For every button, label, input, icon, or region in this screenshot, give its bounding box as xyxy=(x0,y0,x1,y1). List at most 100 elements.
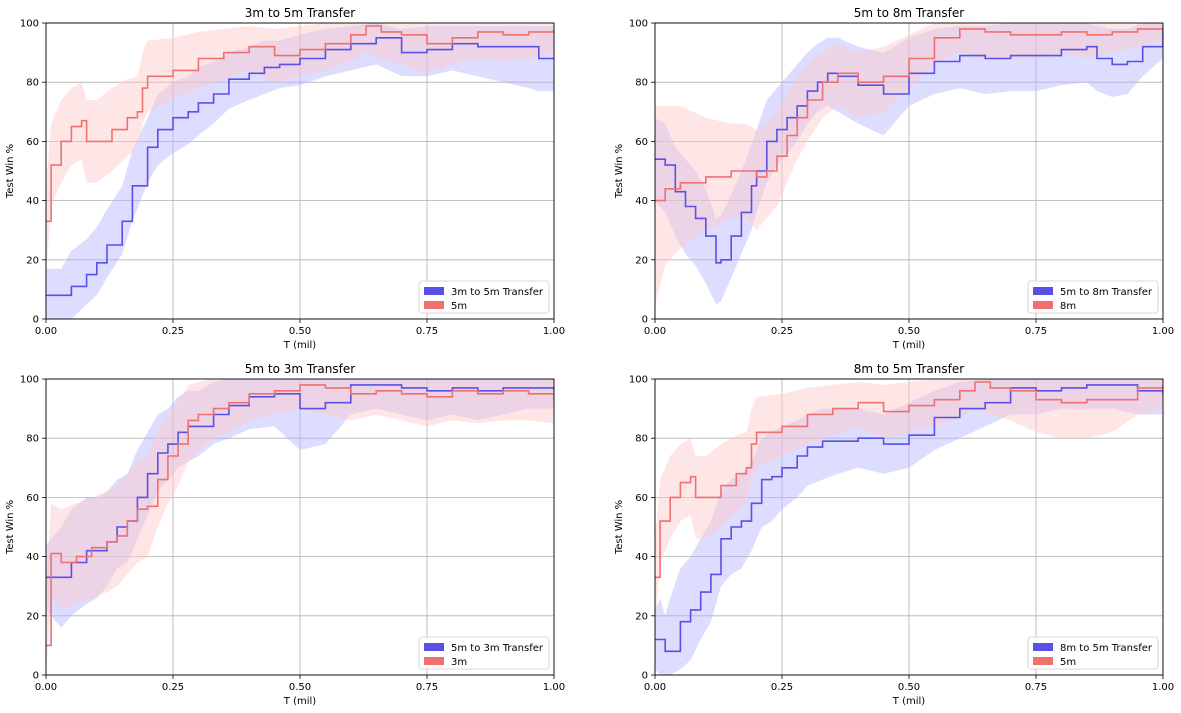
y-tick-label: 80 xyxy=(635,78,648,89)
y-tick-label: 0 xyxy=(642,315,648,326)
legend-box xyxy=(1027,636,1159,670)
legend-swatch xyxy=(424,301,444,309)
x-tick-label: 0.00 xyxy=(644,326,666,337)
x-axis-label: T (mil) xyxy=(892,340,925,351)
legend-box xyxy=(418,636,550,670)
legend-swatch xyxy=(1033,657,1053,665)
legend-label: 5m xyxy=(1060,657,1076,668)
x-tick-label: 0.00 xyxy=(644,682,666,693)
y-tick-label: 20 xyxy=(635,611,648,622)
legend-box xyxy=(1027,280,1159,314)
legend-label: 3m to 5m Transfer xyxy=(451,287,544,298)
legend: 5m to 3m Transfer 3m xyxy=(418,636,550,670)
y-tick-label: 100 xyxy=(20,19,39,30)
series-line-2 xyxy=(46,384,554,647)
confidence-band-1 xyxy=(655,379,1163,675)
x-tick-label: 1.00 xyxy=(543,682,565,693)
plot-content xyxy=(46,379,554,675)
plot-content xyxy=(655,23,1163,305)
chart-panel-2: 0.00 0.25 0.50 0.75 1.00 0 20 40 60 80 100 5m to 8m… xyxy=(614,6,1174,351)
confidence-band-1 xyxy=(655,23,1163,305)
confidence-band-2 xyxy=(46,379,554,675)
series-line-2 xyxy=(46,25,554,223)
x-tick-label: 0.75 xyxy=(416,682,438,693)
legend-label: 3m xyxy=(451,657,467,668)
x-tick-label: 0.00 xyxy=(35,326,57,337)
x-tick-label: 0.25 xyxy=(162,326,184,337)
y-tick-label: 100 xyxy=(629,375,648,386)
confidence-band-1 xyxy=(46,23,554,319)
y-tick-label: 60 xyxy=(635,137,648,148)
y-tick-label: 0 xyxy=(33,315,39,326)
x-tick-label: 0.00 xyxy=(35,682,57,693)
x-tick-label: 0.50 xyxy=(898,682,920,693)
legend-label: 8m xyxy=(1060,301,1076,312)
x-tick-label: 0.75 xyxy=(1025,682,1047,693)
chart-title: 8m to 5m Transfer xyxy=(854,362,964,376)
x-tick-label: 0.25 xyxy=(771,682,793,693)
legend-label: 5m to 8m Transfer xyxy=(1060,287,1153,298)
legend: 3m to 5m Transfer 5m xyxy=(418,280,550,314)
series-line-1 xyxy=(655,384,1163,653)
y-axis-label: Test Win % xyxy=(5,500,16,555)
y-axis-label: Test Win % xyxy=(614,144,625,199)
x-tick-label: 1.00 xyxy=(1152,326,1174,337)
y-tick-label: 80 xyxy=(26,78,39,89)
legend-label: 8m to 5m Transfer xyxy=(1060,643,1153,654)
confidence-band-2 xyxy=(655,379,1163,631)
plot-content xyxy=(46,23,554,319)
legend-swatch xyxy=(1033,301,1053,309)
plot-content xyxy=(655,379,1163,675)
x-tick-label: 1.00 xyxy=(1152,682,1174,693)
x-axis-label: T (mil) xyxy=(892,696,925,707)
x-axis-label: T (mil) xyxy=(283,340,316,351)
legend-swatch xyxy=(1033,643,1053,651)
y-tick-label: 40 xyxy=(26,196,39,207)
x-tick-label: 0.75 xyxy=(1025,326,1047,337)
y-tick-label: 20 xyxy=(635,255,648,266)
y-tick-label: 100 xyxy=(20,375,39,386)
x-axis-label: T (mil) xyxy=(283,696,316,707)
y-tick-label: 100 xyxy=(629,19,648,30)
chart-panel-1: 0.00 0.25 0.50 0.75 1.00 0 20 40 60 80 100 3m to 5m… xyxy=(5,6,565,351)
legend-label: 5m xyxy=(451,301,467,312)
y-tick-label: 60 xyxy=(635,493,648,504)
y-tick-label: 40 xyxy=(635,196,648,207)
y-tick-label: 80 xyxy=(26,434,39,445)
series-line-1 xyxy=(46,37,554,297)
y-tick-label: 60 xyxy=(26,493,39,504)
legend-swatch xyxy=(424,643,444,651)
x-tick-label: 0.25 xyxy=(162,682,184,693)
x-tick-label: 0.25 xyxy=(771,326,793,337)
y-tick-label: 20 xyxy=(26,255,39,266)
x-tick-label: 0.75 xyxy=(416,326,438,337)
chart-title: 3m to 5m Transfer xyxy=(245,6,355,20)
series-line-1 xyxy=(655,28,1163,264)
legend-swatch xyxy=(1033,287,1053,295)
series-line-2 xyxy=(655,26,1163,202)
legend: 8m to 5m Transfer 5m xyxy=(1027,636,1159,670)
y-tick-label: 40 xyxy=(635,552,648,563)
y-axis-label: Test Win % xyxy=(5,144,16,199)
y-tick-label: 60 xyxy=(26,137,39,148)
chart-panel-4: 0.00 0.25 0.50 0.75 1.00 0 20 40 60 80 100 8m to 5m… xyxy=(614,362,1174,707)
chart-panel-3: 0.00 0.25 0.50 0.75 1.00 0 20 40 60 80 100 5m to 3m… xyxy=(5,362,565,707)
chart-title: 5m to 8m Transfer xyxy=(854,6,964,20)
y-tick-label: 40 xyxy=(26,552,39,563)
confidence-band-1 xyxy=(46,379,554,628)
y-tick-label: 20 xyxy=(26,611,39,622)
y-tick-label: 0 xyxy=(642,671,648,682)
x-tick-label: 0.50 xyxy=(289,682,311,693)
y-axis-label: Test Win % xyxy=(614,500,625,555)
y-tick-label: 80 xyxy=(635,434,648,445)
legend: 5m to 8m Transfer 8m xyxy=(1027,280,1159,314)
legend-box xyxy=(418,280,550,314)
x-tick-label: 0.50 xyxy=(289,326,311,337)
confidence-band-2 xyxy=(46,23,554,275)
legend-swatch xyxy=(424,657,444,665)
legend-label: 5m to 3m Transfer xyxy=(451,643,544,654)
x-tick-label: 0.50 xyxy=(898,326,920,337)
x-tick-label: 1.00 xyxy=(543,326,565,337)
y-tick-label: 0 xyxy=(33,671,39,682)
